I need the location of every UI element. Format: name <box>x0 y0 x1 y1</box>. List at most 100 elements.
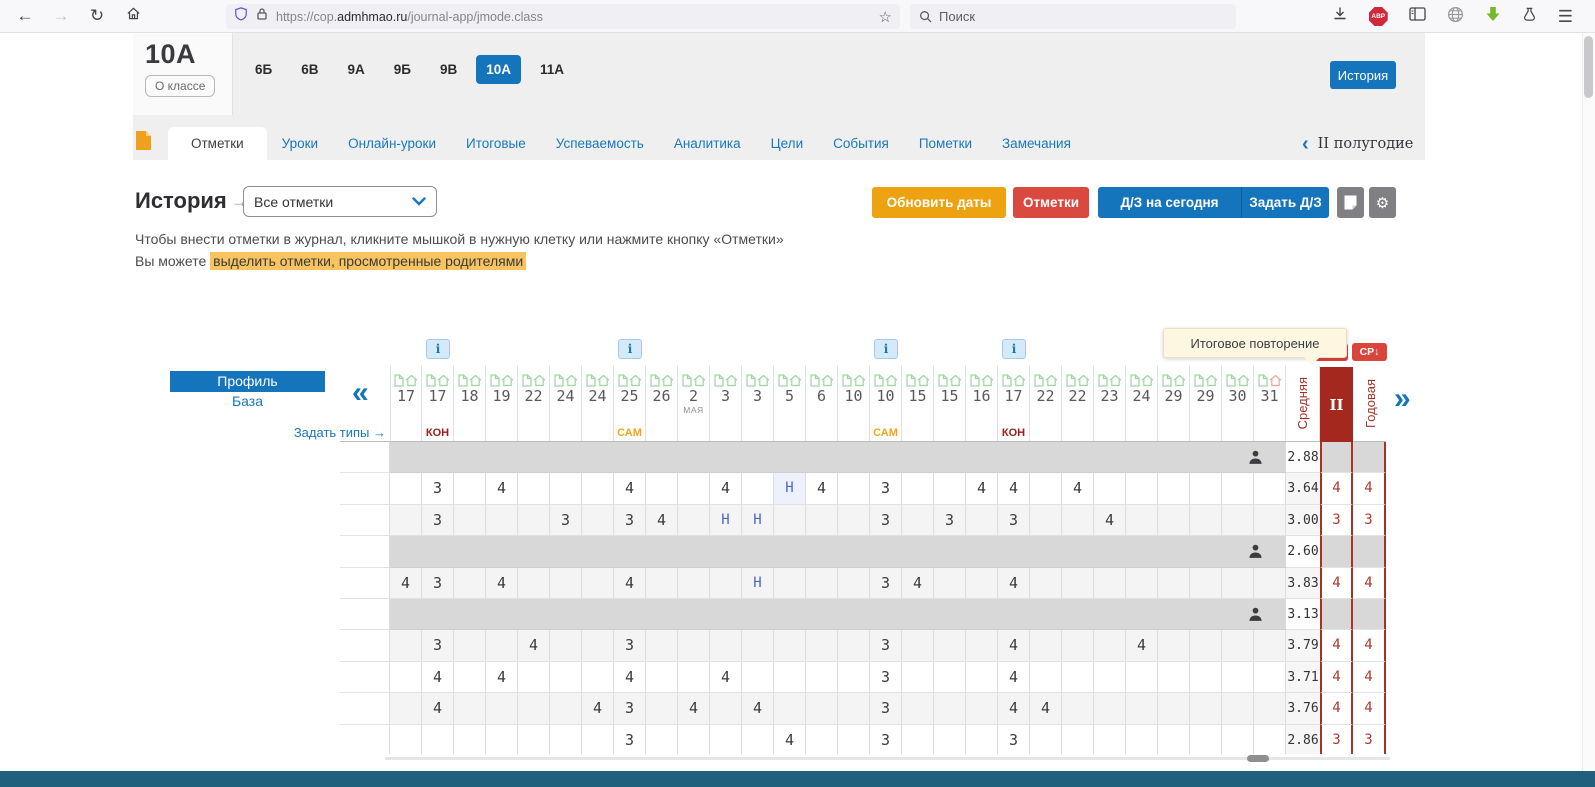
day-column-23[interactable]: 23 <box>1094 330 1126 442</box>
tab-успеваемость[interactable]: Успеваемость <box>555 136 644 151</box>
mark-cell[interactable] <box>582 567 614 599</box>
mark-cell[interactable] <box>934 693 966 725</box>
day-column-4[interactable]: 19 <box>486 330 518 442</box>
mark-cell[interactable] <box>806 630 838 662</box>
mark-cell[interactable]: 4 <box>710 661 742 694</box>
mark-cell[interactable] <box>966 504 998 537</box>
day-column-18[interactable]: 15 <box>934 330 966 442</box>
mark-cell[interactable]: 4 <box>678 693 710 725</box>
history-button[interactable]: История <box>1330 61 1396 89</box>
mark-cell[interactable] <box>806 724 838 754</box>
mark-cell[interactable] <box>454 504 486 537</box>
day-column-20[interactable]: i 17 КОН <box>998 330 1030 442</box>
year-grade-cell[interactable]: 3 <box>1353 724 1386 754</box>
mark-cell[interactable] <box>774 693 806 725</box>
day-column-8[interactable]: i 25 САМ <box>614 330 646 442</box>
mark-cell[interactable]: 4 <box>902 567 934 599</box>
period-navigation[interactable]: ‹ II полугодие <box>1302 127 1413 160</box>
period-grade-cell[interactable]: 3 <box>1320 504 1353 537</box>
day-column-27[interactable]: 30 <box>1222 330 1254 442</box>
mark-cell[interactable] <box>1062 693 1094 725</box>
mark-cell[interactable]: 4 <box>486 473 518 505</box>
year-grade-cell[interactable] <box>1353 536 1386 568</box>
year-grade-cell[interactable] <box>1353 598 1386 631</box>
mark-cell[interactable] <box>1254 567 1286 599</box>
mark-cell[interactable] <box>806 693 838 725</box>
extension-icon[interactable] <box>1522 6 1537 27</box>
mark-cell[interactable] <box>678 473 710 505</box>
day-column-2[interactable]: i 17 КОН <box>422 330 454 442</box>
day-column-15[interactable]: 10 <box>838 330 870 442</box>
year-grade-cell[interactable]: 4 <box>1353 661 1386 694</box>
mark-cell[interactable] <box>1190 567 1222 599</box>
mark-cell[interactable] <box>774 567 806 599</box>
day-column-10[interactable]: 2 МАЯ <box>678 330 710 442</box>
set-types-link[interactable]: Задать типы → <box>293 425 386 440</box>
mark-cell[interactable]: 3 <box>870 724 902 754</box>
mark-cell[interactable] <box>966 661 998 694</box>
mark-cell[interactable] <box>1126 724 1158 754</box>
mark-cell[interactable] <box>678 504 710 537</box>
mark-cell[interactable]: 3 <box>934 504 966 537</box>
day-column-3[interactable]: 18 <box>454 330 486 442</box>
mark-cell[interactable] <box>518 504 550 537</box>
mark-cell[interactable]: 4 <box>998 693 1030 725</box>
mark-cell[interactable] <box>934 630 966 662</box>
mark-cell[interactable] <box>1062 724 1094 754</box>
horizontal-scrollbar-track[interactable] <box>385 757 1390 760</box>
mark-cell[interactable] <box>1030 504 1062 537</box>
mark-cell[interactable]: 4 <box>614 473 646 505</box>
mark-cell[interactable]: 4 <box>422 661 454 694</box>
mark-cell[interactable] <box>1126 693 1158 725</box>
notes-icon-button[interactable] <box>1337 187 1364 218</box>
globe-icon[interactable] <box>1447 6 1464 28</box>
mark-cell[interactable] <box>1254 630 1286 662</box>
mark-cell[interactable]: 3 <box>870 473 902 505</box>
mark-cell[interactable]: 4 <box>998 661 1030 694</box>
mark-cell[interactable] <box>1126 473 1158 505</box>
info-icon[interactable]: i <box>874 339 898 359</box>
mark-cell[interactable]: 4 <box>1062 473 1094 505</box>
adblock-icon[interactable]: ABP <box>1368 7 1388 26</box>
mark-cell[interactable]: 4 <box>1126 630 1158 662</box>
mark-cell[interactable]: 4 <box>646 504 678 537</box>
mark-cell[interactable] <box>678 630 710 662</box>
mark-cell[interactable] <box>1094 630 1126 662</box>
tab-итоговые[interactable]: Итоговые <box>466 136 526 151</box>
mark-cell[interactable]: 4 <box>998 567 1030 599</box>
mark-cell[interactable] <box>838 630 870 662</box>
year-grade-cell[interactable]: 3 <box>1353 504 1386 537</box>
horizontal-scrollbar-thumb[interactable] <box>1247 755 1269 762</box>
period-grade-cell[interactable]: 4 <box>1320 630 1353 662</box>
mark-cell[interactable] <box>1254 693 1286 725</box>
tab-аналитика[interactable]: Аналитика <box>673 136 741 151</box>
mark-cell[interactable]: Н <box>710 504 742 537</box>
mark-cell[interactable] <box>486 724 518 754</box>
mark-cell[interactable] <box>582 661 614 694</box>
mark-cell[interactable] <box>390 693 422 725</box>
day-column-7[interactable]: 24 <box>582 330 614 442</box>
mark-cell[interactable] <box>838 473 870 505</box>
mark-cell[interactable] <box>422 724 454 754</box>
settings-icon-button[interactable]: ⚙ <box>1369 187 1396 218</box>
day-column-1[interactable]: 17 <box>390 330 422 442</box>
mark-cell[interactable]: 3 <box>614 693 646 725</box>
mark-cell[interactable] <box>678 661 710 694</box>
tab-замечания[interactable]: Замечания <box>1002 136 1071 151</box>
group-band[interactable] <box>390 598 1286 631</box>
mark-cell[interactable] <box>550 567 582 599</box>
mark-cell[interactable] <box>678 724 710 754</box>
class-tab-9В[interactable]: 9В <box>439 62 458 77</box>
mark-cell[interactable] <box>806 661 838 694</box>
mark-cell[interactable] <box>390 473 422 505</box>
mark-cell[interactable] <box>454 693 486 725</box>
mark-cell[interactable] <box>1190 630 1222 662</box>
mark-cell[interactable] <box>1222 504 1254 537</box>
period-grade-cell[interactable] <box>1320 536 1353 568</box>
mark-cell[interactable]: 3 <box>550 504 582 537</box>
mark-cell[interactable] <box>1126 504 1158 537</box>
class-tab-9А[interactable]: 9А <box>347 62 365 77</box>
mark-cell[interactable] <box>1254 724 1286 754</box>
mark-cell[interactable]: 3 <box>998 724 1030 754</box>
mark-cell[interactable] <box>1030 724 1062 754</box>
